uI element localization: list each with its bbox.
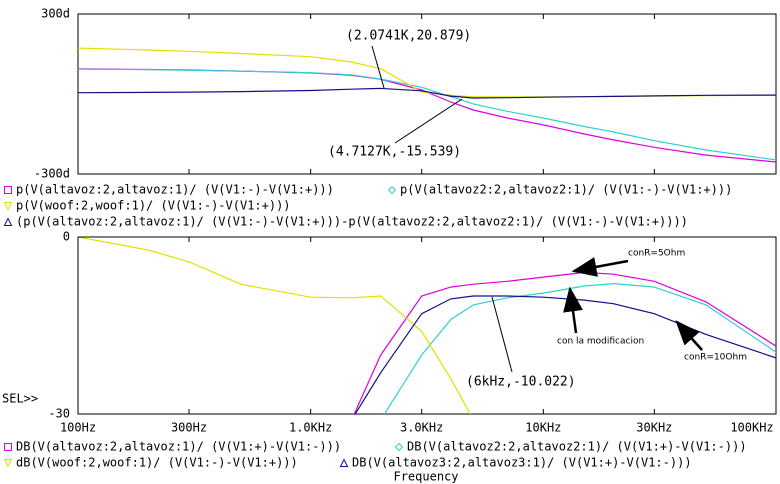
annotation: (2.0741K,20.879): [346, 29, 471, 44]
arrow: [563, 286, 583, 334]
series-line: [353, 271, 776, 414]
series-line: [78, 87, 776, 99]
legend-symbol: [387, 185, 397, 195]
x-axis-label: Frequency: [393, 470, 458, 484]
y-tick-label: -30: [48, 407, 70, 421]
x-tick-label: 300Hz: [171, 421, 207, 435]
x-tick-label: 10KHz: [525, 421, 561, 435]
legend-label: DB(V(altavoz:2,altavoz:1)/ (V(V1:+)-V(V1…: [16, 440, 341, 454]
x-tick-label: 1.0KHz: [289, 421, 332, 435]
x-tick-label: 3.0KHz: [400, 421, 443, 435]
legend-symbol: [4, 186, 12, 194]
annotation-line: [371, 45, 385, 89]
arrow: [571, 257, 629, 277]
y-tick-label: -300d: [34, 167, 70, 181]
x-tick-label: 100KHz: [730, 421, 773, 435]
series-line: [78, 237, 471, 414]
annotation: (4.7127K,-15.539): [328, 145, 461, 160]
legend-symbol: [4, 443, 12, 451]
annotation: conR=5Ohm: [628, 249, 685, 259]
legend-symbol: [3, 217, 13, 226]
legend-symbol: [3, 459, 13, 468]
cursor-label: SEL>>: [2, 392, 38, 406]
legend-label: p(V(altavoz:2,altavoz:1)/ (V(V1:-)-V(V1:…: [16, 183, 334, 197]
legend-label: (p(V(altavoz:2,altavoz:1)/ (V(V1:-)-V(V1…: [16, 215, 688, 229]
y-tick-label: 0: [63, 230, 70, 244]
legend-symbol: [3, 202, 13, 211]
plot-area: [78, 237, 776, 414]
legend-symbol: [339, 458, 349, 467]
legend-symbol: [394, 442, 404, 452]
plot-frame: [77, 236, 777, 415]
y-tick-label: 300d: [41, 7, 70, 21]
annotation: conR=10Ohm: [684, 353, 747, 363]
arrow: [675, 320, 703, 351]
legend-label: DB(V(altavoz2:2,altavoz2:1)/ (V(V1:+)-V(…: [407, 440, 747, 454]
legend-label: p(V(altavoz2:2,altavoz2:1)/ (V(V1:-)-V(V…: [400, 183, 732, 197]
annotation-line: [394, 98, 463, 144]
series-line: [354, 295, 776, 414]
series-line: [383, 282, 776, 414]
legend-label: DB(V(altavoz3:2,altavoz3:1)/ (V(V1:+)-V(…: [352, 456, 692, 470]
x-tick-label: 100Hz: [60, 421, 96, 435]
plot-frame: [77, 13, 777, 175]
legend-label: p(V(woof:2,woof:1)/ (V(V1:-)-V(V1:+))): [16, 199, 291, 213]
legend-label: dB(V(woof:2,woof:1)/ (V(V1:-)-V(V1:+))): [16, 456, 298, 470]
annotation-line: [491, 296, 513, 373]
annotation: con la modificacion: [557, 337, 644, 347]
x-tick-label: 30KHz: [636, 421, 672, 435]
annotation: (6kHz,-10.022): [466, 375, 576, 390]
plot-area: [78, 47, 776, 163]
